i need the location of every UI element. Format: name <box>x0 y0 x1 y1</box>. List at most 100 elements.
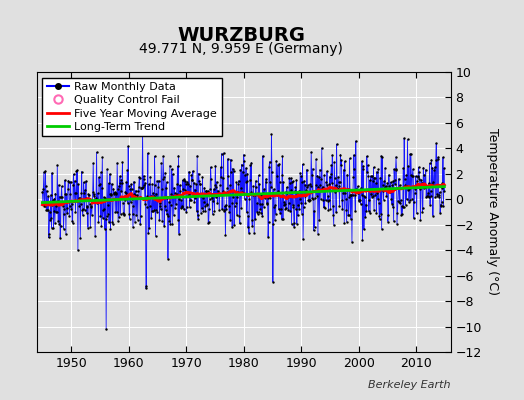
Point <box>260 192 269 199</box>
Point <box>213 179 221 185</box>
Point <box>191 195 200 202</box>
Point <box>434 194 443 200</box>
Point <box>292 177 301 183</box>
Point <box>205 206 213 212</box>
Point <box>127 181 135 188</box>
Point <box>408 173 417 179</box>
Point <box>343 172 351 178</box>
Point <box>176 182 184 188</box>
Point <box>399 203 408 210</box>
Point <box>203 201 212 208</box>
Point <box>147 208 156 214</box>
Point <box>188 177 196 183</box>
Point <box>347 192 356 199</box>
Point <box>226 156 235 163</box>
Point <box>383 187 391 193</box>
Point <box>413 173 422 180</box>
Point <box>173 180 181 187</box>
Point <box>227 200 236 207</box>
Point <box>389 218 398 224</box>
Point <box>154 184 162 191</box>
Point <box>257 210 266 216</box>
Point <box>336 178 344 185</box>
Point <box>283 194 292 200</box>
Point <box>367 191 375 197</box>
Text: 49.771 N, 9.959 E (Germany): 49.771 N, 9.959 E (Germany) <box>139 42 343 56</box>
Point <box>165 217 173 224</box>
Point <box>114 186 122 193</box>
Point <box>139 173 148 179</box>
Point <box>42 188 51 194</box>
Point <box>371 175 379 181</box>
Point <box>241 172 249 179</box>
Point <box>354 183 362 190</box>
Point <box>388 204 397 211</box>
Point <box>432 140 441 146</box>
Point <box>365 177 374 184</box>
Point <box>257 192 265 199</box>
Point <box>201 208 210 214</box>
Point <box>153 209 161 216</box>
Point <box>117 187 126 194</box>
Point <box>115 214 123 220</box>
Point <box>357 185 365 191</box>
Point <box>259 153 267 159</box>
Point <box>200 184 209 191</box>
Point <box>345 155 354 162</box>
Point <box>97 223 105 229</box>
Point <box>354 190 363 196</box>
Point <box>266 195 274 201</box>
Point <box>69 181 77 188</box>
Point <box>84 191 93 197</box>
Point <box>375 200 383 206</box>
Point <box>298 179 307 185</box>
Point <box>129 203 138 210</box>
Point <box>323 168 331 174</box>
Point <box>352 186 361 192</box>
Point <box>363 169 372 175</box>
Point <box>194 216 202 222</box>
Point <box>60 211 68 217</box>
Point <box>436 202 445 208</box>
Point <box>126 199 135 206</box>
Point <box>64 179 73 186</box>
Point <box>341 158 349 164</box>
Point <box>332 209 340 216</box>
Point <box>81 195 90 201</box>
Point <box>266 179 275 185</box>
Point <box>227 169 235 175</box>
Point <box>67 178 75 185</box>
Point <box>324 193 332 200</box>
Point <box>364 162 372 168</box>
Point <box>163 211 171 218</box>
Point <box>195 180 204 187</box>
Point <box>58 183 66 190</box>
Point <box>92 195 100 201</box>
Point <box>318 145 326 151</box>
Point <box>261 194 269 201</box>
Point <box>62 191 71 197</box>
Point <box>124 200 132 206</box>
Point <box>427 188 435 194</box>
Point <box>189 192 198 199</box>
Point <box>166 221 174 227</box>
Point <box>287 175 296 181</box>
Point <box>70 178 79 184</box>
Point <box>230 222 238 228</box>
Point <box>165 198 173 205</box>
Point <box>216 164 225 170</box>
Point <box>405 198 413 205</box>
Point <box>96 213 105 220</box>
Point <box>437 203 445 210</box>
Point <box>170 212 178 218</box>
Point <box>367 194 376 200</box>
Point <box>100 194 108 200</box>
Point <box>254 210 262 217</box>
Point <box>219 188 227 194</box>
Point <box>430 182 439 189</box>
Point <box>68 218 77 224</box>
Point <box>256 205 265 212</box>
Point <box>328 180 336 186</box>
Point <box>145 181 153 188</box>
Point <box>430 167 438 174</box>
